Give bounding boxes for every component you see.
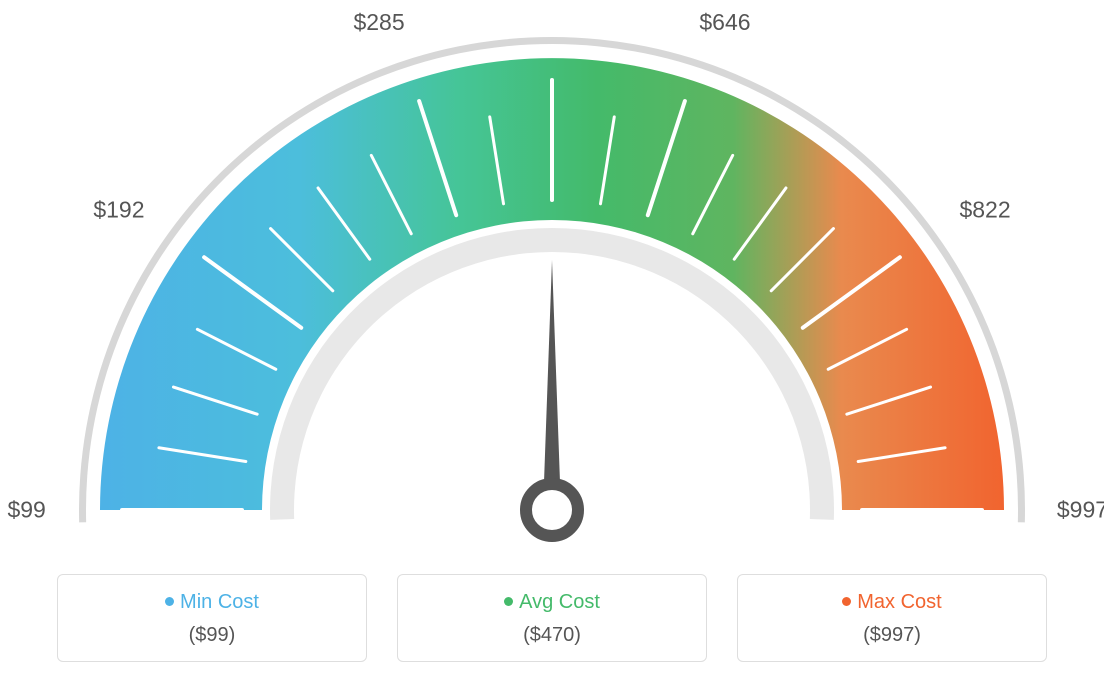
legend-title: Max Cost (738, 591, 1046, 614)
legend-card: Avg Cost ($470) (397, 574, 707, 662)
tick-label: $285 (353, 9, 404, 36)
legend-value: ($99) (58, 624, 366, 647)
needle-hub (526, 484, 578, 536)
legend-title: Avg Cost (398, 591, 706, 614)
legend-card: Min Cost ($99) (57, 574, 367, 662)
tick-label: $997 (1057, 497, 1104, 524)
legend-title: Min Cost (58, 591, 366, 614)
legend-value: ($470) (398, 624, 706, 647)
legend-row: Min Cost ($99) Avg Cost ($470) Max Cost ($997… (0, 574, 1104, 662)
legend-dot-icon (842, 597, 851, 606)
legend-card: Max Cost ($997) (737, 574, 1047, 662)
needle (543, 260, 561, 510)
legend-dot-icon (165, 597, 174, 606)
tick-label: $99 (7, 497, 45, 524)
legend-dot-icon (504, 597, 513, 606)
cost-gauge: $99$192$285$470$646$822$997 (0, 0, 1104, 560)
tick-label: $822 (959, 197, 1010, 224)
gauge-svg (0, 0, 1104, 560)
tick-label: $192 (93, 197, 144, 224)
tick-label: $646 (699, 9, 750, 36)
legend-value: ($997) (738, 624, 1046, 647)
